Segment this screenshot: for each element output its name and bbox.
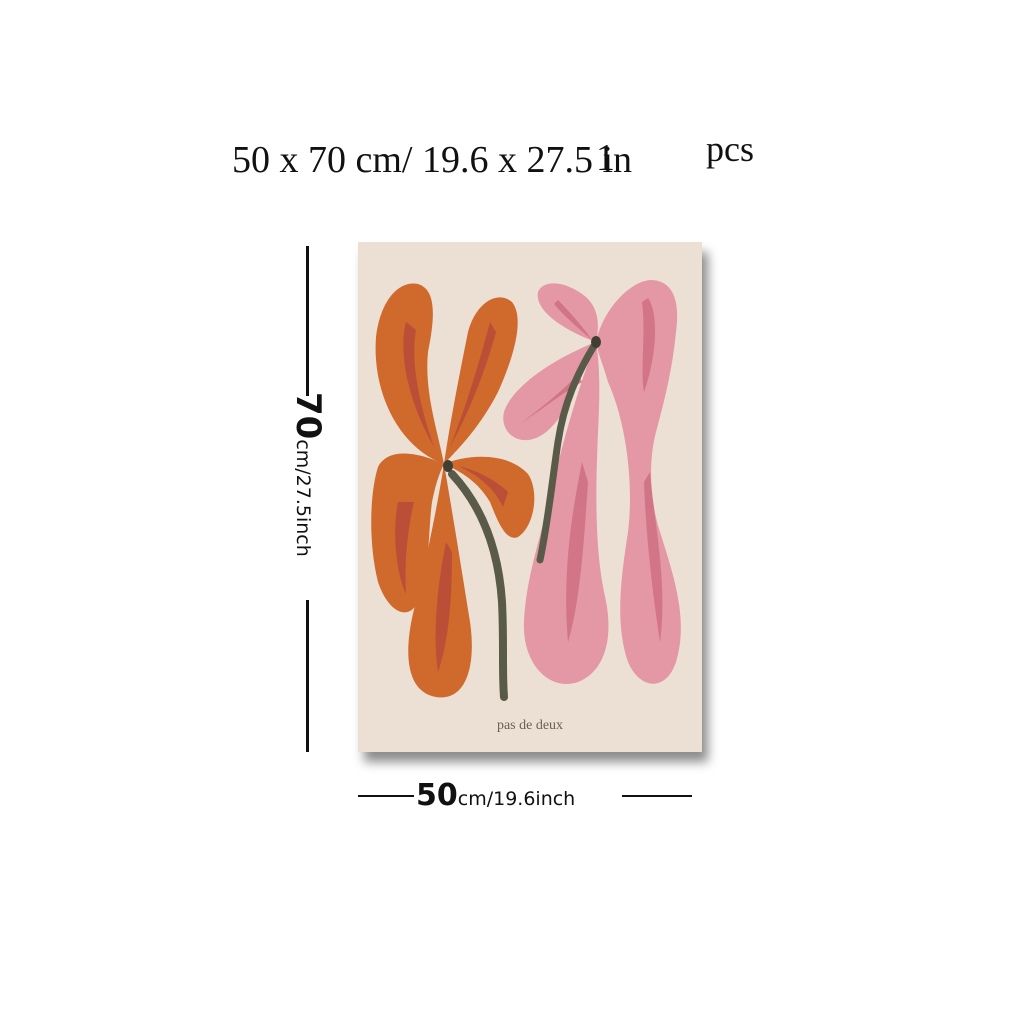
- size-headline: 50 x 70 cm/ 19.6 x 27.5 in 1 pcs: [232, 128, 812, 188]
- width-units: cm/19.6inch: [457, 788, 576, 810]
- height-dimension-line-top: [306, 246, 309, 396]
- pink-flower-veins: [520, 298, 663, 642]
- poster-artwork: [358, 242, 702, 752]
- width-value: 50: [416, 778, 458, 813]
- width-dimension-label: 50cm/19.6inch: [416, 778, 575, 813]
- poster-canvas: pas de deux: [358, 242, 702, 752]
- height-units: cm/27.5inch: [292, 439, 314, 557]
- height-dimension-label: 70cm/27.5inch: [284, 392, 328, 602]
- width-dimension-line-right: [622, 795, 692, 797]
- size-text: 50 x 70 cm/ 19.6 x 27.5 in: [232, 139, 633, 181]
- pink-flower-stem: [536, 342, 598, 564]
- poster-caption: pas de deux: [496, 718, 564, 733]
- quantity-number: 1: [596, 137, 615, 179]
- height-dimension-line-bottom: [306, 600, 309, 752]
- pink-flower-center: [591, 336, 601, 348]
- orange-flower-veins: [395, 322, 508, 672]
- quantity-unit: pcs: [706, 129, 754, 169]
- orange-flower-stem: [448, 470, 508, 701]
- width-dimension-line-left: [358, 795, 414, 797]
- height-value: 70: [288, 392, 328, 440]
- orange-flower-center: [443, 460, 453, 472]
